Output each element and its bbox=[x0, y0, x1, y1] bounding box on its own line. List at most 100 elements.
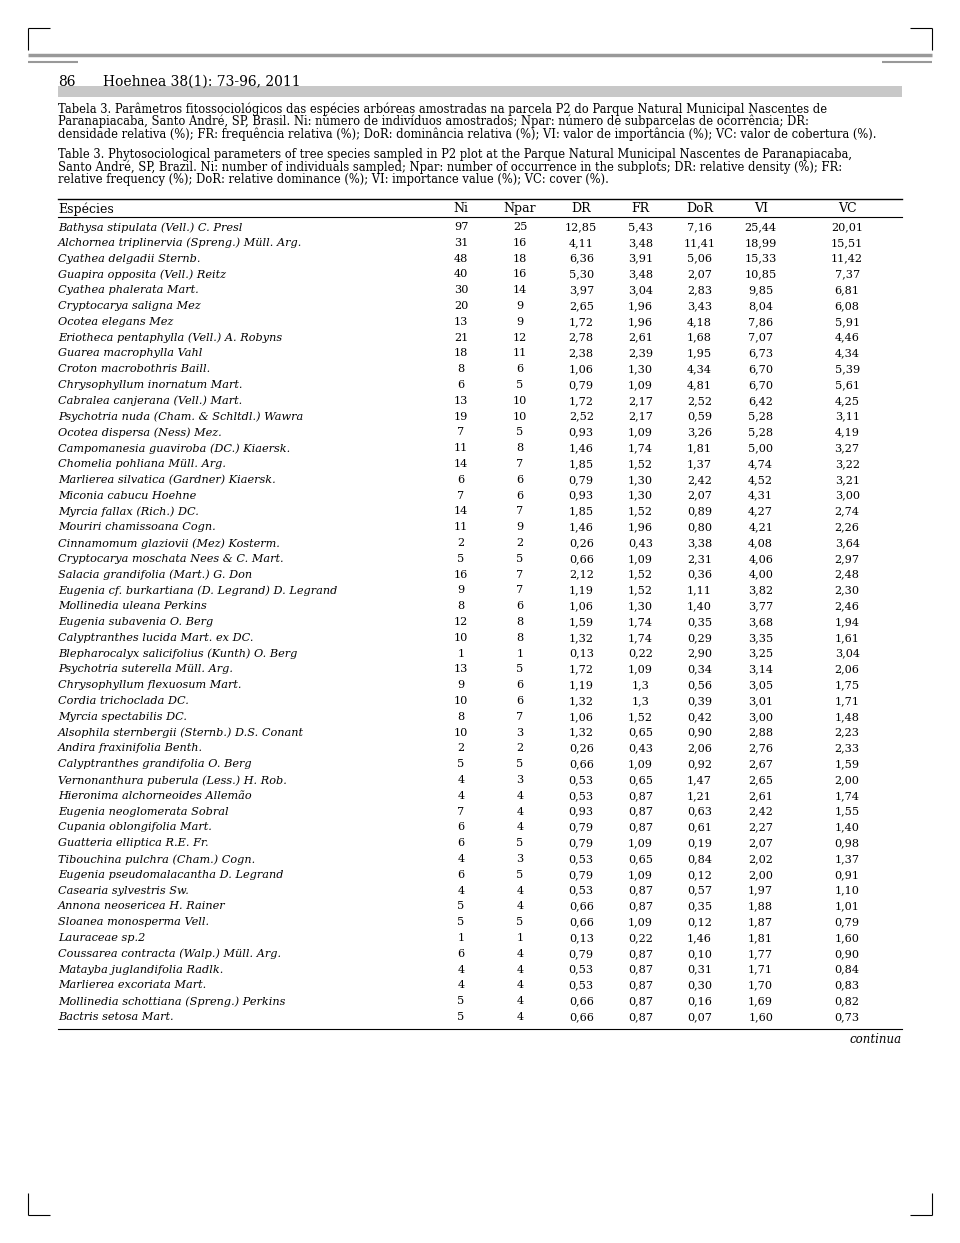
Text: 2,65: 2,65 bbox=[748, 774, 773, 786]
Text: 0,87: 0,87 bbox=[628, 996, 653, 1006]
Text: Espécies: Espécies bbox=[58, 203, 113, 215]
Text: 1: 1 bbox=[458, 649, 465, 659]
Text: Cordia trichoclada DC.: Cordia trichoclada DC. bbox=[58, 696, 189, 706]
Text: 1,77: 1,77 bbox=[748, 948, 773, 958]
Text: 0,53: 0,53 bbox=[568, 774, 594, 786]
Text: 0,22: 0,22 bbox=[628, 649, 653, 659]
Text: 1,96: 1,96 bbox=[628, 522, 653, 532]
Text: 12,85: 12,85 bbox=[565, 222, 597, 232]
Text: Marlierea silvatica (Gardner) Kiaersk.: Marlierea silvatica (Gardner) Kiaersk. bbox=[58, 475, 276, 485]
Text: 1,09: 1,09 bbox=[628, 759, 653, 769]
Text: 40: 40 bbox=[454, 270, 468, 280]
Text: 3,82: 3,82 bbox=[748, 585, 773, 595]
Text: 20: 20 bbox=[454, 301, 468, 311]
Text: 19: 19 bbox=[454, 411, 468, 421]
Text: 0,73: 0,73 bbox=[834, 1012, 860, 1022]
Text: Eugenia subavenia O. Berg: Eugenia subavenia O. Berg bbox=[58, 617, 213, 626]
Text: 1,72: 1,72 bbox=[568, 317, 594, 327]
Text: 1,06: 1,06 bbox=[569, 364, 593, 374]
Text: 5: 5 bbox=[516, 554, 524, 564]
Text: 3: 3 bbox=[516, 854, 524, 864]
Text: 4,27: 4,27 bbox=[748, 506, 773, 516]
Text: 0,87: 0,87 bbox=[628, 885, 653, 896]
Text: 1,52: 1,52 bbox=[628, 506, 653, 516]
Text: 4: 4 bbox=[516, 996, 523, 1006]
Text: Psychotria suterella Müll. Arg.: Psychotria suterella Müll. Arg. bbox=[58, 665, 233, 675]
Text: 1,30: 1,30 bbox=[628, 364, 653, 374]
Text: 6: 6 bbox=[516, 680, 523, 690]
Text: 14: 14 bbox=[454, 506, 468, 516]
Text: 4,00: 4,00 bbox=[748, 569, 773, 579]
Text: 16: 16 bbox=[513, 237, 527, 247]
Text: 1,46: 1,46 bbox=[569, 522, 593, 532]
Text: 18: 18 bbox=[454, 348, 468, 358]
Text: 2,07: 2,07 bbox=[687, 491, 712, 501]
Text: 1,10: 1,10 bbox=[834, 885, 859, 896]
Text: Alchornea triplinervia (Spreng.) Müll. Arg.: Alchornea triplinervia (Spreng.) Müll. A… bbox=[58, 237, 302, 249]
Text: 7: 7 bbox=[457, 807, 465, 817]
Text: 4: 4 bbox=[458, 791, 465, 800]
Text: Myrcia fallax (Rich.) DC.: Myrcia fallax (Rich.) DC. bbox=[58, 506, 199, 517]
Text: 15,51: 15,51 bbox=[831, 237, 863, 247]
Text: 8: 8 bbox=[516, 444, 524, 454]
Text: 1,37: 1,37 bbox=[686, 459, 712, 469]
Text: 5: 5 bbox=[516, 870, 524, 880]
Text: 4: 4 bbox=[458, 854, 465, 864]
Text: 8: 8 bbox=[457, 712, 465, 722]
Text: 0,30: 0,30 bbox=[687, 981, 712, 991]
Text: 2,83: 2,83 bbox=[686, 285, 712, 295]
Text: 2,52: 2,52 bbox=[687, 395, 712, 405]
Text: Salacia grandifolia (Mart.) G. Don: Salacia grandifolia (Mart.) G. Don bbox=[58, 569, 252, 580]
Text: Cryptocarya moschata Nees & C. Mart.: Cryptocarya moschata Nees & C. Mart. bbox=[58, 554, 283, 564]
Text: 3,26: 3,26 bbox=[687, 428, 712, 438]
Text: 0,61: 0,61 bbox=[687, 823, 712, 833]
Text: 4,34: 4,34 bbox=[687, 364, 712, 374]
Text: 7: 7 bbox=[457, 428, 465, 438]
Text: 7: 7 bbox=[516, 506, 524, 516]
Text: 6: 6 bbox=[458, 475, 465, 485]
Text: 0,53: 0,53 bbox=[568, 981, 594, 991]
Text: 6,08: 6,08 bbox=[834, 301, 859, 311]
Text: 7,37: 7,37 bbox=[834, 270, 860, 280]
Text: 0,53: 0,53 bbox=[568, 885, 594, 896]
Text: 1,3: 1,3 bbox=[632, 680, 649, 690]
Text: 1,32: 1,32 bbox=[568, 727, 594, 737]
Text: 1: 1 bbox=[458, 933, 465, 943]
Text: 5: 5 bbox=[457, 554, 465, 564]
Text: 25,44: 25,44 bbox=[745, 222, 777, 232]
Text: 0,79: 0,79 bbox=[568, 838, 594, 848]
Text: 2,42: 2,42 bbox=[748, 807, 773, 817]
Text: 1,52: 1,52 bbox=[628, 712, 653, 722]
Text: 3,25: 3,25 bbox=[748, 649, 773, 659]
Text: 5: 5 bbox=[516, 917, 524, 927]
Text: 1,11: 1,11 bbox=[687, 585, 712, 595]
Text: Myrcia spectabilis DC.: Myrcia spectabilis DC. bbox=[58, 712, 187, 722]
Text: 1,40: 1,40 bbox=[834, 823, 859, 833]
Text: 1,52: 1,52 bbox=[628, 585, 653, 595]
Text: 4: 4 bbox=[516, 965, 523, 975]
Text: 3,97: 3,97 bbox=[568, 285, 594, 295]
Text: 1,09: 1,09 bbox=[628, 554, 653, 564]
Text: Matayba juglandifolia Radlk.: Matayba juglandifolia Radlk. bbox=[58, 965, 224, 975]
Text: 9: 9 bbox=[516, 317, 524, 327]
Text: 13: 13 bbox=[454, 317, 468, 327]
Text: 1,88: 1,88 bbox=[748, 901, 773, 911]
Text: 1,61: 1,61 bbox=[834, 633, 859, 643]
Text: 2,00: 2,00 bbox=[748, 870, 773, 880]
Text: Cinnamomum glaziovii (Mez) Kosterm.: Cinnamomum glaziovii (Mez) Kosterm. bbox=[58, 538, 280, 548]
Text: 1,06: 1,06 bbox=[569, 602, 593, 612]
Text: densidade relativa (%); FR: frequência relativa (%); DoR: dominância relativa (%: densidade relativa (%); FR: frequência r… bbox=[58, 127, 876, 140]
Text: 7,16: 7,16 bbox=[687, 222, 712, 232]
Text: 5: 5 bbox=[516, 380, 524, 390]
Text: 3,21: 3,21 bbox=[834, 475, 859, 485]
Text: 6: 6 bbox=[516, 364, 523, 374]
Text: 0,80: 0,80 bbox=[687, 522, 712, 532]
Text: 0,66: 0,66 bbox=[569, 554, 593, 564]
Text: 5,43: 5,43 bbox=[628, 222, 653, 232]
Text: 5,30: 5,30 bbox=[568, 270, 594, 280]
Text: 13: 13 bbox=[454, 395, 468, 405]
Text: 1,94: 1,94 bbox=[834, 617, 859, 626]
Text: 3,64: 3,64 bbox=[834, 538, 859, 548]
Text: 0,82: 0,82 bbox=[834, 996, 859, 1006]
Text: 4,19: 4,19 bbox=[834, 428, 859, 438]
